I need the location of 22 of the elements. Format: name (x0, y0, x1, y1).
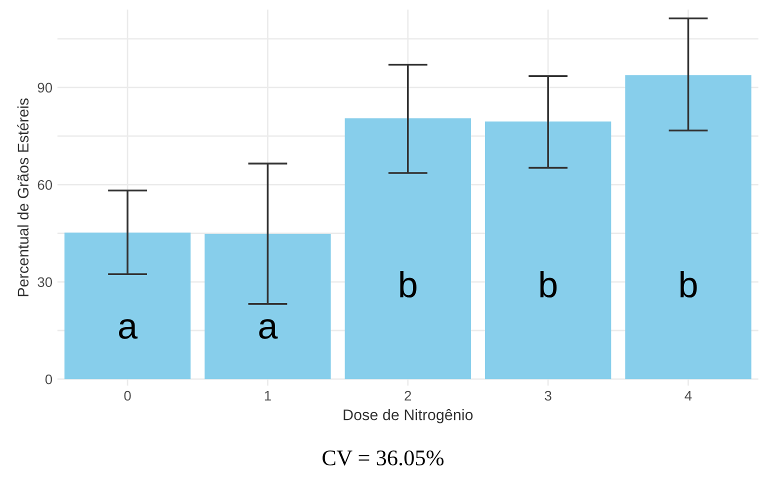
x-tick-label: 3 (544, 390, 552, 401)
y-tick-label: 90 (38, 82, 52, 93)
x-tick-label: 2 (404, 390, 412, 401)
bar (625, 75, 752, 380)
bar (484, 121, 612, 380)
x-tick-label: 0 (124, 390, 131, 401)
y-axis-title: Percentual de Grãos Estéreis (17, 98, 29, 296)
x-tick-label: 4 (684, 390, 692, 401)
annotation: b (680, 271, 697, 298)
annotation: a (119, 319, 138, 339)
x-axis-title: Dose de Nitrogênio (344, 408, 473, 424)
bar (204, 234, 331, 380)
annotation: a (259, 319, 278, 339)
annotation: b (400, 271, 416, 298)
bar (344, 118, 471, 380)
annotation: b (540, 271, 557, 298)
x-tick-label: 1 (264, 390, 271, 401)
text: CV = 36.05% (322, 450, 444, 466)
y-tick-label: 0 (45, 374, 52, 384)
y-tick-label: 30 (38, 277, 52, 288)
y-tick-label: 60 (38, 180, 52, 190)
bar (64, 232, 191, 380)
